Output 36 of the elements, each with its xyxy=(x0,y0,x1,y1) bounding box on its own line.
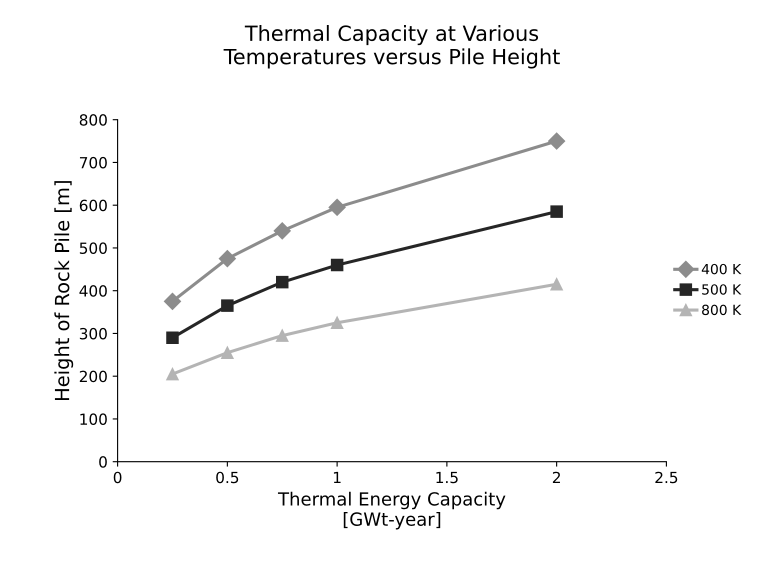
x-tick-label: 1 xyxy=(334,472,341,484)
chart-title: Thermal Capacity at Various Temperatures versus Pile Height xyxy=(224,24,560,68)
y-tick-label: 200 xyxy=(80,370,107,382)
x-tick-label: 2.5 xyxy=(655,472,678,484)
legend-label: 400 K xyxy=(702,264,742,274)
y-tick-label: 400 xyxy=(79,285,107,297)
y-tick-label: 600 xyxy=(80,200,107,212)
legend-label: 800 K xyxy=(702,304,742,316)
point xyxy=(276,329,288,342)
point xyxy=(166,331,179,344)
legend-label: 500 K xyxy=(702,284,742,295)
x-axis-title: Thermal Energy Capacity [GWt-year] xyxy=(278,492,506,530)
y-tick-label: 700 xyxy=(80,156,107,168)
point xyxy=(221,346,234,359)
point xyxy=(548,132,566,150)
x-tick-label: 0.5 xyxy=(216,472,238,484)
point xyxy=(218,250,236,268)
point xyxy=(164,292,182,310)
point xyxy=(166,368,179,380)
point xyxy=(330,258,344,272)
point xyxy=(274,222,291,240)
point xyxy=(550,205,563,218)
point xyxy=(550,278,563,291)
point xyxy=(328,198,346,216)
y-tick-label: 500 xyxy=(80,242,107,254)
y-axis-title: Height of Rock Pile [m] xyxy=(54,181,74,400)
y-tick-label: 800 xyxy=(80,114,107,126)
x-tick-label: 0 xyxy=(114,472,122,484)
y-tick-label: 0 xyxy=(99,456,107,468)
x-tick-label: 1.5 xyxy=(436,472,458,484)
point xyxy=(276,276,288,288)
y-tick-label: 100 xyxy=(80,413,107,425)
point xyxy=(221,299,234,312)
x-tick-label: 2 xyxy=(552,472,560,484)
y-tick-label: 300 xyxy=(80,328,107,340)
point xyxy=(330,316,344,330)
